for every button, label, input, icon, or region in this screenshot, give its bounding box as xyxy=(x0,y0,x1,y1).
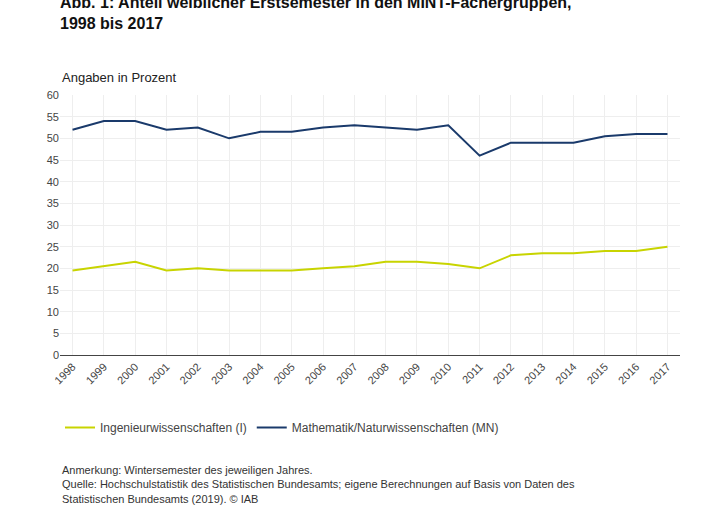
svg-text:Anmerkung: Wintersemester des: Anmerkung: Wintersemester des jeweiligen… xyxy=(62,464,575,505)
svg-text:2000: 2000 xyxy=(115,361,141,387)
svg-text:1999: 1999 xyxy=(83,361,109,387)
svg-text:10: 10 xyxy=(47,306,59,318)
svg-text:0: 0 xyxy=(53,349,59,361)
svg-text:2003: 2003 xyxy=(209,361,235,387)
svg-text:Mathematik/Naturwissenschaften: Mathematik/Naturwissenschaften (MN) xyxy=(292,421,499,435)
svg-text:60: 60 xyxy=(47,89,59,101)
svg-text:2016: 2016 xyxy=(616,361,642,387)
svg-text:25: 25 xyxy=(47,241,59,253)
svg-text:20: 20 xyxy=(47,262,59,274)
svg-text:2008: 2008 xyxy=(365,361,391,387)
svg-text:2002: 2002 xyxy=(177,361,203,387)
svg-text:40: 40 xyxy=(47,176,59,188)
svg-text:Angaben in Prozent: Angaben in Prozent xyxy=(62,70,177,85)
svg-text:2007: 2007 xyxy=(334,361,360,387)
svg-text:2004: 2004 xyxy=(240,361,266,387)
svg-text:55: 55 xyxy=(47,111,59,123)
svg-text:2001: 2001 xyxy=(146,361,172,387)
svg-text:2005: 2005 xyxy=(271,361,297,387)
svg-text:35: 35 xyxy=(47,197,59,209)
svg-text:2015: 2015 xyxy=(584,361,610,387)
svg-text:2009: 2009 xyxy=(396,361,422,387)
svg-text:5: 5 xyxy=(53,327,59,339)
svg-text:2013: 2013 xyxy=(522,361,548,387)
svg-text:15: 15 xyxy=(47,284,59,296)
svg-text:2006: 2006 xyxy=(303,361,329,387)
svg-text:2012: 2012 xyxy=(490,361,516,387)
svg-text:2010: 2010 xyxy=(428,361,454,387)
svg-text:50: 50 xyxy=(47,132,59,144)
svg-text:Ingenieurwissenschaften (I): Ingenieurwissenschaften (I) xyxy=(100,421,247,435)
svg-text:2011: 2011 xyxy=(460,361,485,386)
svg-text:2014: 2014 xyxy=(553,361,579,387)
svg-text:1998: 1998 xyxy=(52,361,78,387)
svg-text:45: 45 xyxy=(47,154,59,166)
svg-text:Abb. 1: Anteil weiblicher Erst: Abb. 1: Anteil weiblicher Erstsemester i… xyxy=(60,0,572,32)
svg-text:2017: 2017 xyxy=(647,361,673,387)
svg-text:30: 30 xyxy=(47,219,59,231)
